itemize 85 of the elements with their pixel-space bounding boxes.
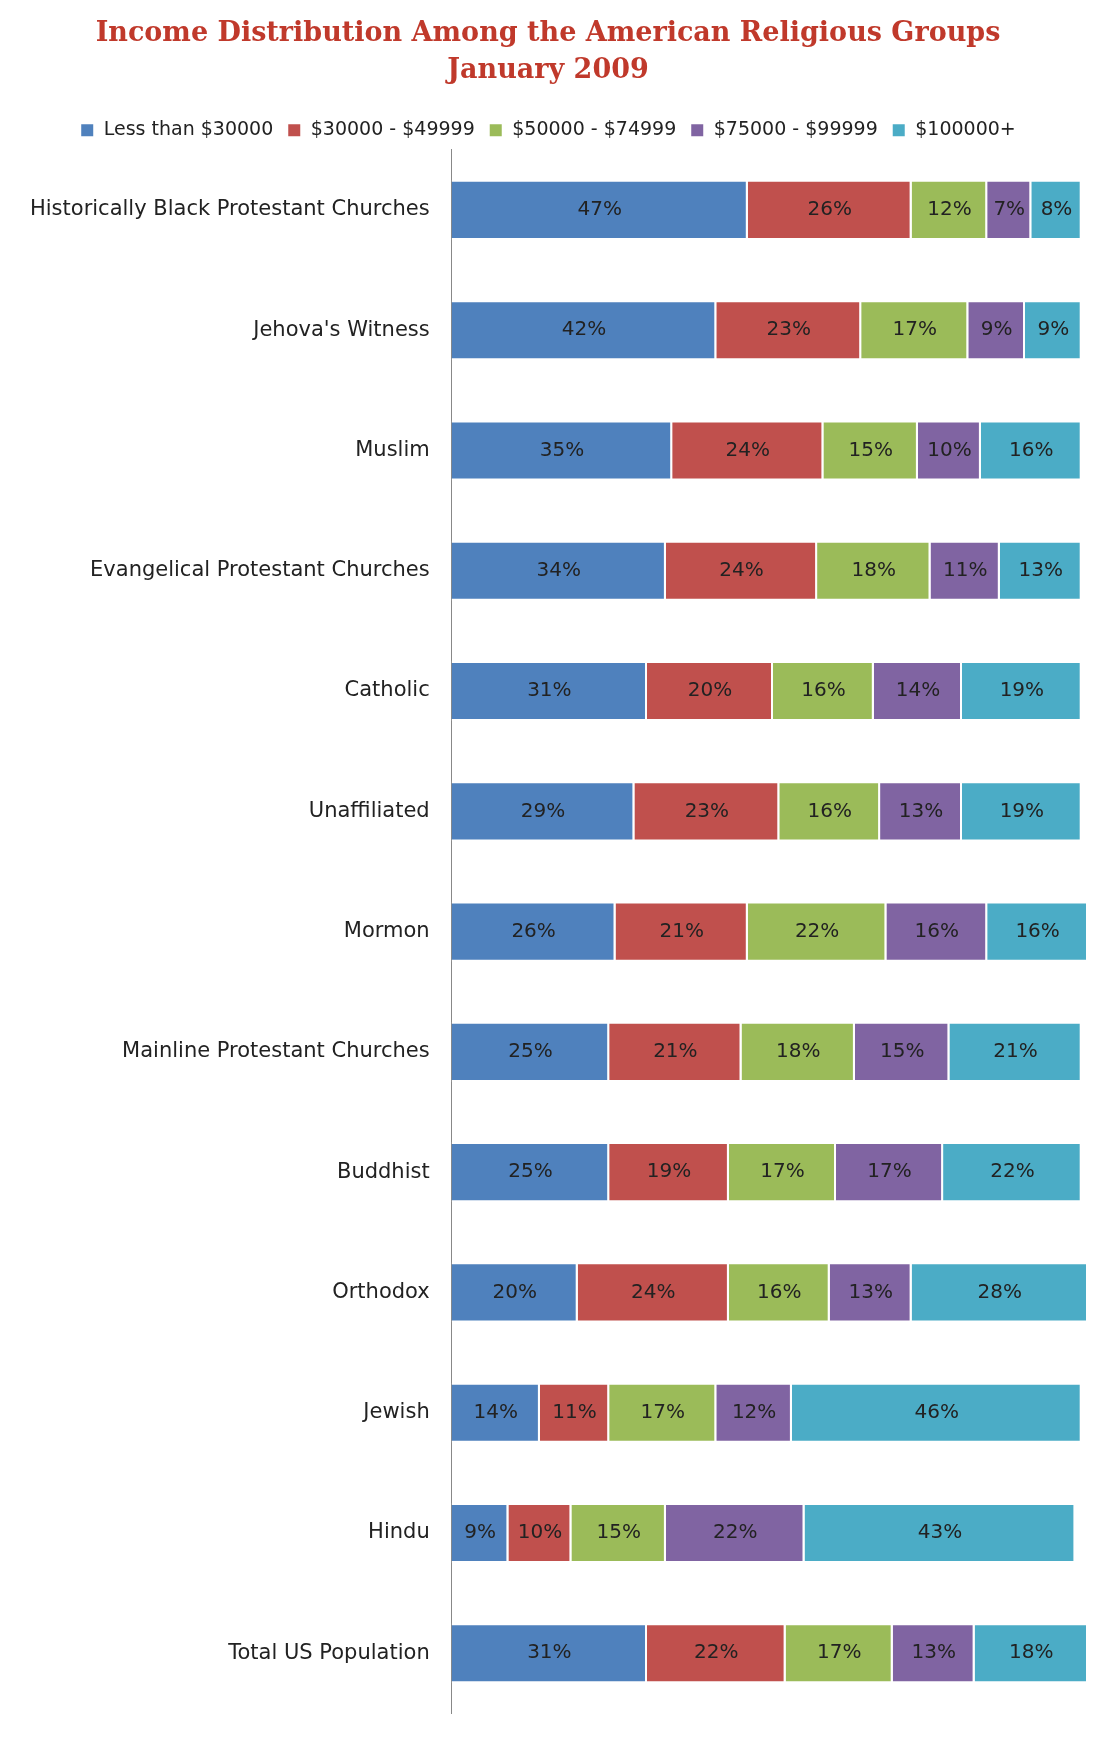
data-label: 16% (914, 917, 960, 942)
data-label: 13% (848, 1278, 893, 1303)
data-label: 12% (927, 196, 972, 221)
data-label: 11% (552, 1398, 597, 1423)
data-label: 16% (807, 797, 852, 822)
data-label: 25% (508, 1158, 553, 1183)
legend-label: $100000+ (915, 117, 1016, 140)
data-label: 35% (539, 436, 585, 461)
chart-subtitle: January 2009 (445, 52, 649, 84)
data-label: 14% (895, 677, 941, 702)
data-label: 17% (640, 1398, 685, 1423)
data-label: 17% (892, 316, 937, 341)
data-label: 19% (999, 797, 1045, 822)
data-label: 15% (879, 1038, 925, 1063)
data-label: 12% (731, 1398, 777, 1423)
data-label: 11% (942, 556, 988, 581)
data-label: 22% (794, 917, 840, 942)
data-label: 23% (684, 797, 730, 822)
y-tick-label: Evangelical Protestant Churches (90, 557, 430, 582)
legend-label: $75000 - $99999 (713, 117, 878, 140)
y-tick-label: Mormon (343, 918, 430, 943)
data-label: 16% (801, 677, 846, 702)
data-label: 13% (898, 797, 944, 822)
y-tick-label: Unaffiliated (308, 797, 430, 822)
y-tick-label: Historically Black Protestant Churches (29, 196, 430, 221)
data-label: 28% (977, 1278, 1023, 1303)
data-label: 16% (757, 1278, 802, 1303)
data-label: 10% (927, 436, 972, 461)
data-label: 22% (694, 1639, 739, 1664)
data-label: 17% (867, 1158, 912, 1183)
legend-label: $50000 - $74999 (512, 117, 677, 140)
data-label: 31% (527, 1639, 572, 1664)
data-label: 18% (851, 556, 897, 581)
legend-label: Less than $30000 (103, 117, 274, 140)
data-label: 17% (760, 1158, 805, 1183)
data-label: 29% (520, 797, 566, 822)
data-label: 23% (766, 316, 811, 341)
data-label: 24% (631, 1278, 676, 1303)
y-tick-label: Mainline Protestant Churches (122, 1038, 430, 1063)
data-label: 18% (1009, 1639, 1054, 1664)
y-tick-label: Catholic (344, 677, 430, 702)
data-label: 18% (775, 1038, 821, 1063)
data-label: 15% (848, 436, 893, 461)
data-label: 21% (659, 917, 704, 942)
data-label: 10% (517, 1519, 563, 1544)
y-tick-label: Jehova's Witness (251, 316, 430, 341)
data-label: 31% (527, 677, 572, 702)
data-label: 47% (577, 196, 622, 221)
data-label: 22% (712, 1519, 758, 1544)
data-label: 24% (719, 556, 764, 581)
y-tick-label: Total US Population (227, 1639, 430, 1664)
y-tick-label: Orthodox (332, 1278, 430, 1303)
data-label: 13% (911, 1639, 956, 1664)
y-tick-label: Hindu (368, 1519, 430, 1544)
data-label: 20% (492, 1278, 537, 1303)
data-label: 9% (464, 1519, 496, 1544)
y-tick-label: Jewish (361, 1399, 430, 1424)
y-tick-label: Muslim (355, 436, 430, 461)
chart-title: Income Distribution Among the American Religious Groups (95, 16, 1001, 48)
data-label: 15% (596, 1519, 641, 1544)
data-label: 21% (993, 1038, 1038, 1063)
data-label: 22% (990, 1158, 1035, 1183)
data-label: 21% (653, 1038, 698, 1063)
legend-label: $30000 - $49999 (310, 117, 475, 140)
data-label: 26% (807, 196, 852, 221)
data-label: 16% (1015, 917, 1060, 942)
data-label: 46% (914, 1398, 960, 1423)
data-label: 43% (917, 1519, 963, 1544)
data-label: 34% (536, 556, 582, 581)
data-label: 8% (1040, 196, 1073, 221)
data-label: 25% (508, 1038, 553, 1063)
data-label: 19% (646, 1158, 692, 1183)
data-label: 13% (1018, 556, 1063, 581)
data-label: 9% (1037, 316, 1070, 341)
data-label: 14% (473, 1398, 519, 1423)
data-label: 24% (725, 436, 771, 461)
data-label: 7% (993, 196, 1026, 221)
y-tick-label: Buddhist (336, 1158, 430, 1183)
data-label: 19% (999, 677, 1045, 702)
data-label: 20% (687, 677, 733, 702)
data-label: 17% (816, 1639, 862, 1664)
data-label: 16% (1009, 436, 1054, 461)
data-label: 26% (511, 917, 556, 942)
data-label: 42% (561, 316, 607, 341)
data-label: 9% (980, 316, 1013, 341)
